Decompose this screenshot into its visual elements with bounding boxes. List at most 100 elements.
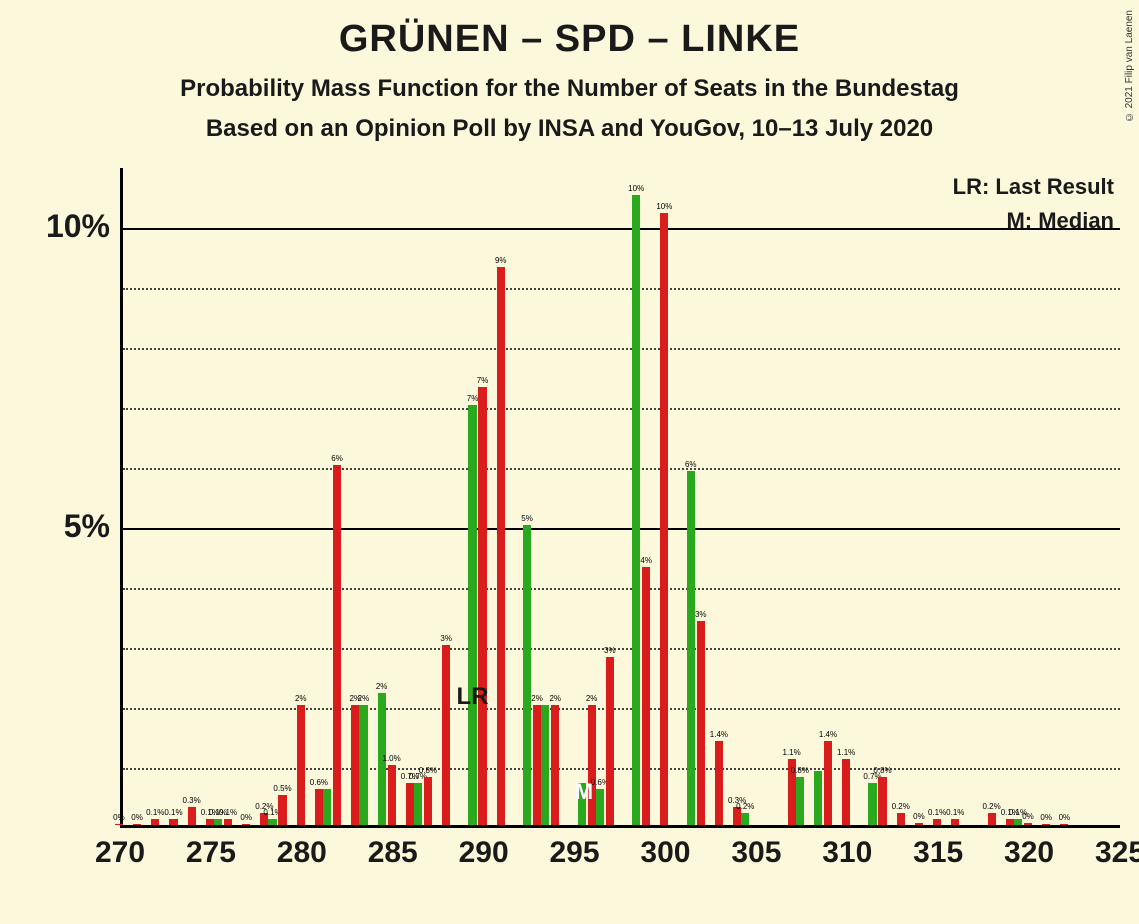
bar <box>988 813 996 825</box>
bar <box>359 705 367 825</box>
y-tick-label: 10% <box>20 208 110 245</box>
grid-minor <box>123 468 1120 470</box>
bar-value-label: 7% <box>477 376 489 385</box>
y-tick-label: 5% <box>20 508 110 545</box>
bar-value-label: 0.8% <box>791 766 809 775</box>
bar-value-label: 0% <box>1040 813 1052 822</box>
x-tick-label: 280 <box>277 836 327 870</box>
bar-value-label: 0.3% <box>183 796 201 805</box>
bar-value-label: 0.1% <box>946 808 964 817</box>
bar-value-label: 0.1% <box>146 808 164 817</box>
bar-value-label: 5% <box>521 514 533 523</box>
bar <box>351 705 359 825</box>
bar-value-label: 0.2% <box>983 802 1001 811</box>
bar <box>588 705 596 825</box>
grid-minor <box>123 348 1120 350</box>
bar-value-label: 6% <box>685 460 697 469</box>
x-tick-label: 325 <box>1095 836 1139 870</box>
x-tick-label: 310 <box>822 836 872 870</box>
bar <box>242 824 250 825</box>
bar-value-label: 0.2% <box>892 802 910 811</box>
legend-last-result: LR: Last Result <box>953 174 1114 200</box>
bar <box>551 705 559 825</box>
bar <box>1024 823 1032 825</box>
bar-value-label: 2% <box>531 694 543 703</box>
bar <box>497 267 505 825</box>
bar <box>224 819 232 825</box>
bar-value-label: 0.2% <box>736 802 754 811</box>
bar-value-label: 1.1% <box>837 748 855 757</box>
bar-value-label: 0.8% <box>419 766 437 775</box>
bar <box>523 525 531 825</box>
bar <box>315 789 323 825</box>
x-tick-label: 285 <box>368 836 418 870</box>
bar <box>388 765 396 825</box>
bar <box>697 621 705 825</box>
bar-value-label: 3% <box>695 610 707 619</box>
bar <box>1042 824 1050 825</box>
bar <box>169 819 177 825</box>
bar <box>151 819 159 825</box>
bar-value-label: 0% <box>1022 812 1034 821</box>
bar-value-label: 7% <box>467 394 479 403</box>
bar <box>442 645 450 825</box>
bar <box>868 783 876 825</box>
bar <box>1006 819 1014 825</box>
bar <box>933 819 941 825</box>
bar-value-label: 0% <box>240 813 252 822</box>
grid-minor <box>123 768 1120 770</box>
bar <box>632 195 640 825</box>
bar <box>915 823 923 825</box>
bar <box>878 777 886 825</box>
x-tick-label: 295 <box>550 836 600 870</box>
bar <box>268 819 276 825</box>
bar-value-label: 0% <box>1059 813 1071 822</box>
grid-minor <box>123 408 1120 410</box>
bar-value-label: 1.1% <box>783 748 801 757</box>
bar-value-label: 10% <box>656 202 672 211</box>
bar <box>133 824 141 825</box>
bar <box>206 819 214 825</box>
bar-value-label: 3% <box>440 634 452 643</box>
bar-value-label: 2% <box>549 694 561 703</box>
grid-minor <box>123 648 1120 650</box>
x-tick-label: 315 <box>913 836 963 870</box>
bar-value-label: 0% <box>113 813 125 822</box>
bar-value-label: 1.0% <box>383 754 401 763</box>
bar <box>406 783 414 825</box>
bar <box>642 567 650 825</box>
bar-value-label: 1.4% <box>710 730 728 739</box>
x-tick-label: 305 <box>731 836 781 870</box>
bar-value-label: 0.1% <box>219 808 237 817</box>
grid-minor <box>123 288 1120 290</box>
bar <box>660 213 668 825</box>
bar-value-label: 1.4% <box>819 730 837 739</box>
bar <box>796 777 804 825</box>
bar <box>478 387 486 825</box>
bar <box>188 807 196 825</box>
bar <box>541 705 549 825</box>
bar-value-label: 0% <box>131 813 143 822</box>
x-tick-label: 275 <box>186 836 236 870</box>
bar-value-label: 0.1% <box>928 808 946 817</box>
bar <box>824 741 832 825</box>
bar <box>297 705 305 825</box>
bar <box>897 813 905 825</box>
bar <box>333 465 341 825</box>
grid-major <box>123 528 1120 530</box>
bar <box>1014 819 1022 825</box>
marker-m: M <box>575 779 593 805</box>
bar <box>1060 824 1068 825</box>
grid-major <box>123 228 1120 230</box>
bar <box>323 789 331 825</box>
bar-value-label: 0% <box>913 812 925 821</box>
bar <box>596 789 604 825</box>
bar-value-label: 9% <box>495 256 507 265</box>
x-tick-label: 320 <box>1004 836 1054 870</box>
bar <box>414 783 422 825</box>
bar <box>533 705 541 825</box>
grid-minor <box>123 588 1120 590</box>
bar <box>214 819 222 825</box>
legend-median: M: Median <box>1006 208 1114 234</box>
bar <box>424 777 432 825</box>
